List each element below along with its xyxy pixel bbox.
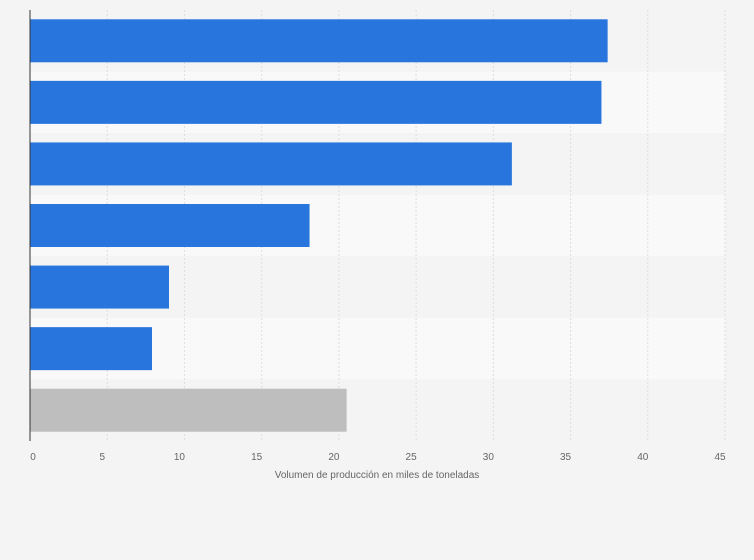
x-tick-label: 25 (406, 452, 418, 463)
bar[interactable] (30, 19, 608, 63)
x-tick-label: 20 (328, 452, 340, 463)
x-tick-label: 0 (30, 452, 36, 463)
x-tick-label: 45 (714, 452, 726, 463)
bars (30, 19, 608, 432)
x-tick-labels: 0 5 10 15 20 25 30 35 40 45 (30, 452, 726, 463)
bar[interactable] (30, 327, 153, 371)
x-tick-label: 35 (560, 452, 572, 463)
bar[interactable] (30, 142, 512, 186)
bar[interactable] (30, 80, 602, 124)
x-tick-label: 30 (483, 452, 495, 463)
x-tick-label: 40 (637, 452, 649, 463)
bar[interactable] (30, 265, 169, 309)
x-tick-label: 5 (99, 452, 105, 463)
x-tick-label: 15 (251, 452, 263, 463)
x-axis-title: Volumen de producción en miles de tonela… (275, 470, 480, 481)
x-tick-label: 10 (174, 452, 186, 463)
bar[interactable] (30, 388, 347, 432)
bar[interactable] (30, 204, 310, 247)
